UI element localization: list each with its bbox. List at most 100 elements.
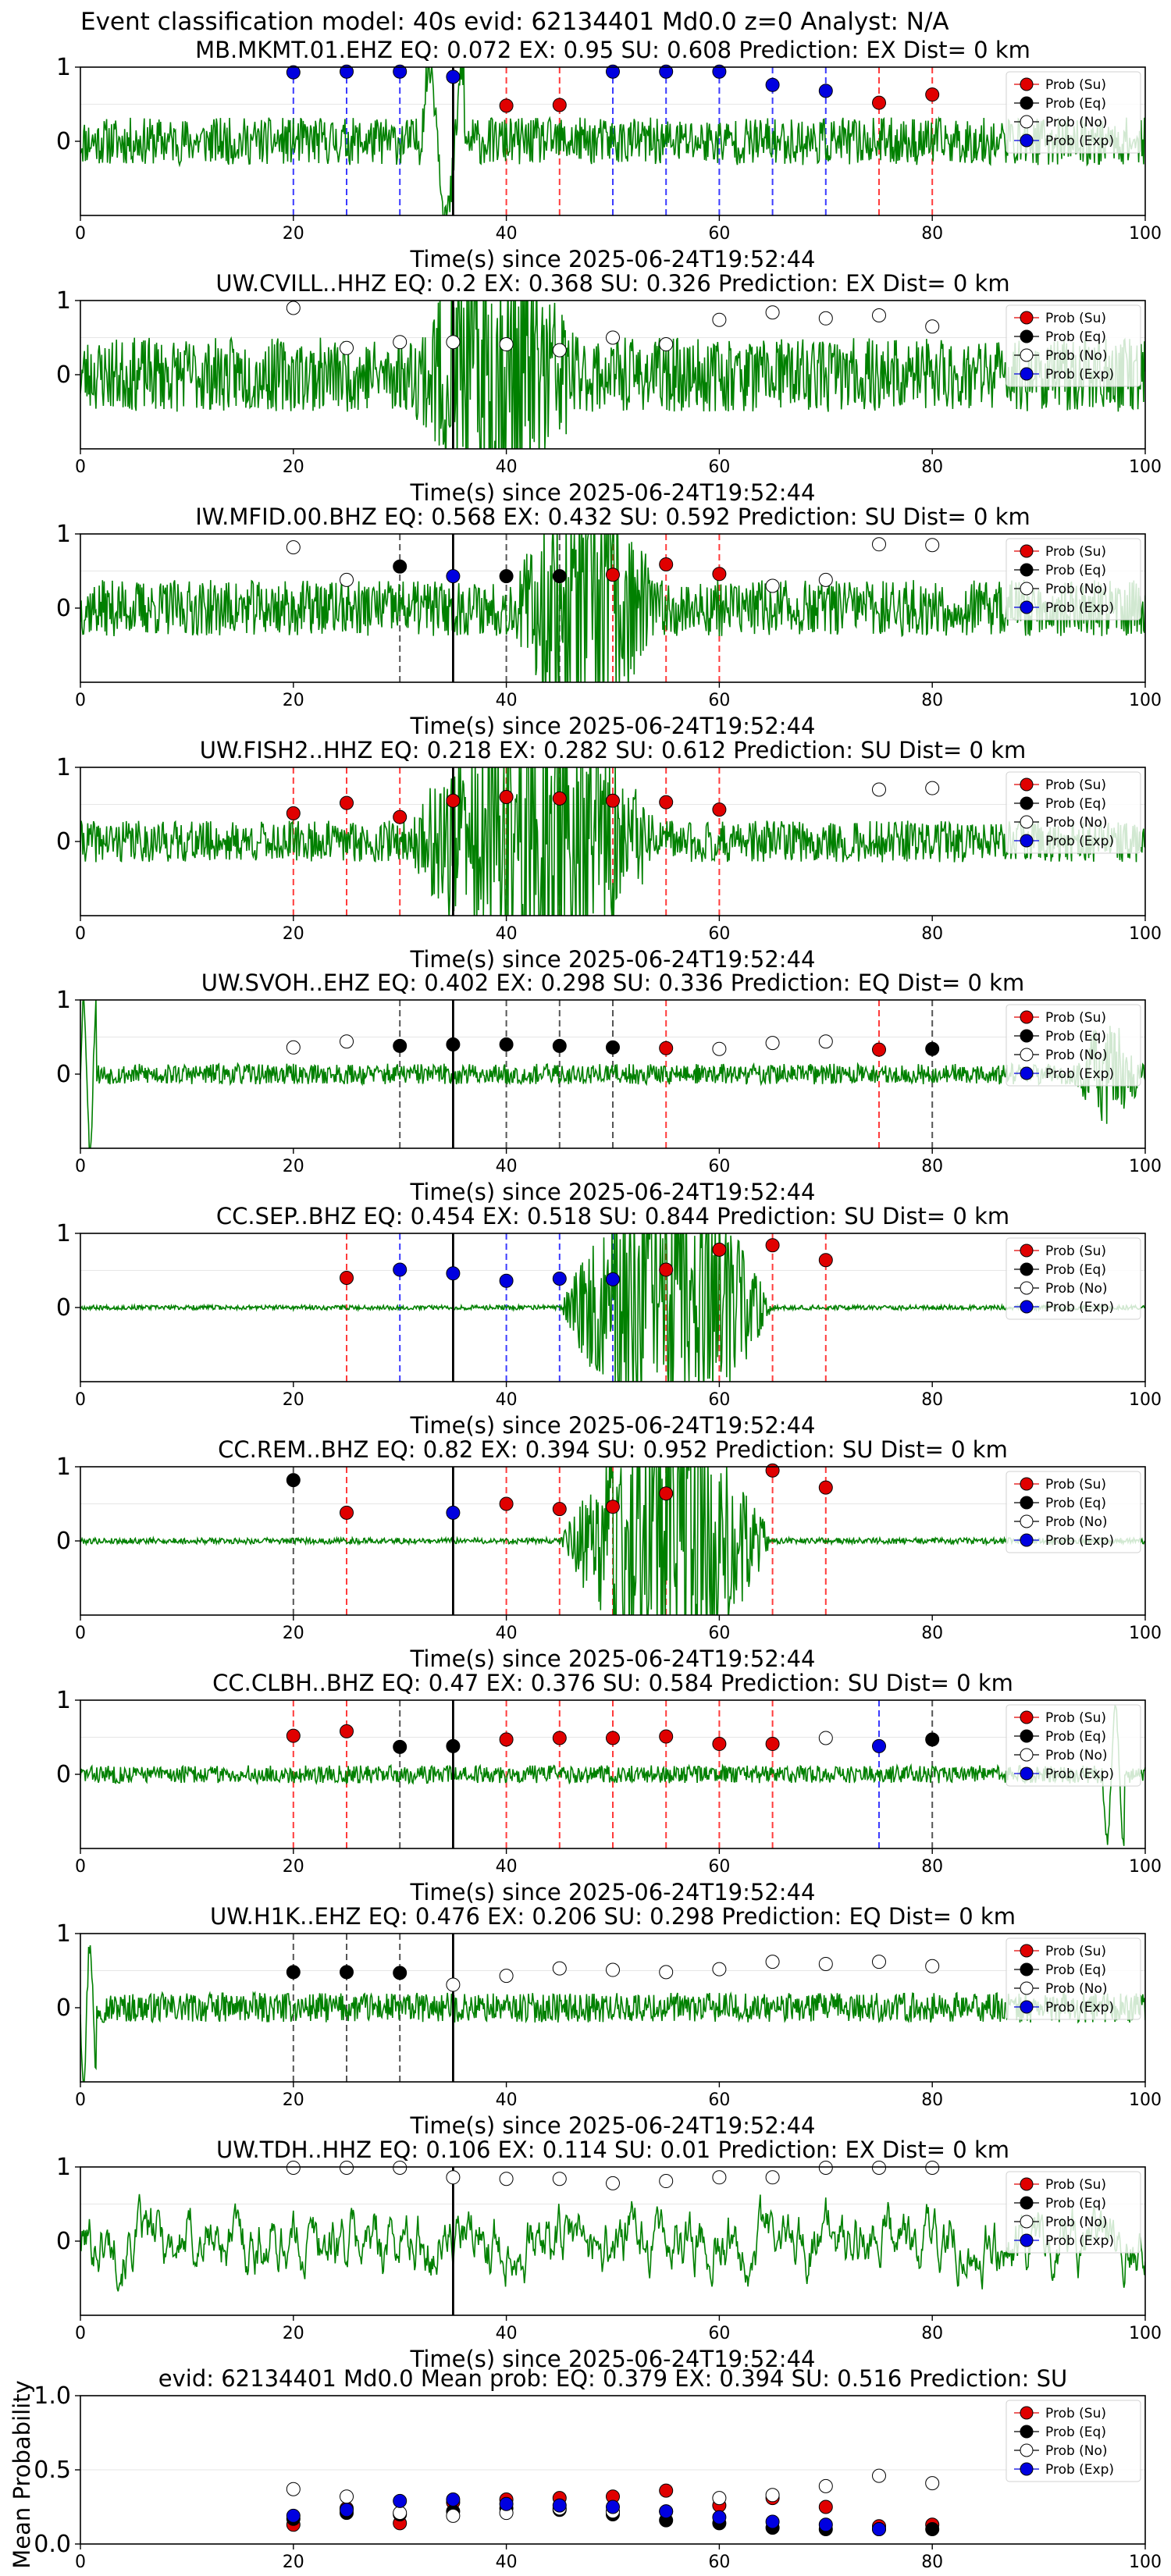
legend-label-exp: Prob (Exp)	[1045, 2462, 1114, 2478]
panel-10: evid: 62134401 Md0.0 Mean prob: EQ: 0.37…	[9, 2365, 1162, 2572]
legend-marker-no	[1020, 1981, 1034, 1995]
prob-marker-su	[659, 795, 674, 809]
x-tick-label: 0	[75, 2553, 86, 2572]
prob-marker-su	[765, 1238, 780, 1253]
panel-title: MB.MKMT.01.EHZ EQ: 0.072 EX: 0.95 SU: 0.…	[195, 37, 1030, 63]
panel-7: CC.CLBH..BHZ EQ: 0.47 EX: 0.376 SU: 0.58…	[56, 1670, 1162, 1905]
legend-marker-exp	[1020, 834, 1034, 848]
prob-marker-no	[818, 572, 833, 587]
prob-marker-eq	[499, 569, 514, 584]
legend-label-no: Prob (No)	[1045, 348, 1108, 364]
x-tick-label: 100	[1129, 1624, 1162, 1643]
legend-marker-exp	[1020, 1066, 1034, 1080]
y-axis-label: Mean Probability	[9, 2380, 35, 2569]
legend-label-su: Prob (Su)	[1045, 1477, 1106, 1493]
y-tick-label: 0	[56, 1761, 71, 1788]
legend-marker-no	[1020, 1281, 1034, 1295]
x-tick-label: 100	[1129, 924, 1162, 944]
x-tick-label: 20	[283, 2324, 304, 2343]
panel-title: UW.FISH2..HHZ EQ: 0.218 EX: 0.282 SU: 0.…	[200, 737, 1027, 763]
x-tick-label: 40	[496, 457, 518, 477]
mean-marker-no	[340, 2489, 354, 2504]
x-tick-label: 20	[283, 924, 304, 944]
x-tick-label: 60	[708, 1157, 730, 1176]
prob-marker-exp	[712, 64, 727, 79]
legend-marker-exp	[1020, 1300, 1034, 1314]
y-tick-label: 1	[56, 1220, 71, 1247]
prob-marker-no	[872, 308, 886, 322]
legend-label-exp: Prob (Exp)	[1045, 367, 1114, 382]
prob-marker-no	[286, 540, 301, 555]
prob-marker-exp	[765, 77, 780, 92]
waveform	[80, 1704, 1145, 1846]
x-tick-label: 20	[283, 1624, 304, 1643]
legend-marker-exp	[1020, 1533, 1034, 1547]
prob-marker-exp	[446, 1505, 461, 1520]
panel-1: UW.CVILL..HHZ EQ: 0.2 EX: 0.368 SU: 0.32…	[56, 270, 1162, 506]
y-tick-label: 0	[56, 1294, 71, 1322]
prob-marker-su	[925, 87, 940, 102]
waveform	[80, 1233, 1145, 1382]
panel-title: IW.MFID.00.BHZ EQ: 0.568 EX: 0.432 SU: 0…	[195, 503, 1030, 530]
prob-marker-no	[499, 1969, 514, 1984]
prob-marker-eq	[286, 1965, 301, 1980]
prob-marker-exp	[446, 569, 461, 584]
prob-marker-exp	[606, 64, 620, 79]
panel-6: CC.REM..BHZ EQ: 0.82 EX: 0.394 SU: 0.952…	[56, 1436, 1162, 1672]
prob-marker-exp	[872, 1738, 886, 1753]
x-tick-label: 60	[708, 1390, 730, 1410]
prob-marker-no	[925, 781, 940, 795]
legend-box	[1005, 2171, 1141, 2254]
y-tick-label: 1	[56, 1453, 71, 1481]
x-tick-label: 60	[708, 1857, 730, 1877]
y-tick-label: 0	[56, 2228, 71, 2255]
panel-title: CC.REM..BHZ EQ: 0.82 EX: 0.394 SU: 0.952…	[218, 1436, 1008, 1463]
legend-label-su: Prob (Su)	[1045, 544, 1106, 560]
y-tick-label: 1	[56, 1687, 71, 1714]
x-tick-label: 60	[708, 1624, 730, 1643]
prob-marker-no	[765, 1036, 780, 1051]
prob-marker-exp	[552, 1271, 567, 1286]
legend-marker-exp	[1020, 2233, 1034, 2247]
prob-marker-su	[340, 1505, 354, 1520]
legend-label-exp: Prob (Exp)	[1045, 2000, 1114, 2016]
prob-marker-su	[606, 793, 620, 808]
x-tick-label: 100	[1129, 2324, 1162, 2343]
prob-marker-su	[659, 1729, 674, 1744]
legend-label-exp: Prob (Exp)	[1045, 834, 1114, 849]
mean-marker-exp	[712, 2510, 727, 2524]
prob-marker-no	[499, 2172, 514, 2186]
y-tick-label: 1	[56, 2154, 71, 2181]
x-tick-label: 0	[75, 691, 86, 710]
prob-marker-no	[872, 782, 886, 797]
prob-marker-su	[340, 795, 354, 810]
prob-marker-no	[393, 335, 408, 350]
mean-marker-no	[818, 2478, 833, 2493]
prob-marker-su	[552, 1502, 567, 1517]
prob-marker-no	[712, 2170, 727, 2185]
x-tick-label: 40	[496, 224, 518, 244]
x-tick-label: 80	[921, 457, 943, 477]
x-tick-label: 40	[496, 2324, 518, 2343]
x-tick-label: 100	[1129, 2090, 1162, 2110]
legend-marker-no	[1020, 815, 1034, 829]
legend-box	[1005, 2400, 1141, 2482]
prob-marker-su	[765, 1737, 780, 1752]
mean-marker-exp	[765, 2514, 780, 2529]
prob-marker-no	[765, 305, 780, 320]
prob-marker-su	[499, 98, 514, 113]
prob-marker-exp	[393, 64, 408, 79]
waveform	[80, 767, 1145, 916]
prob-marker-su	[340, 1724, 354, 1738]
legend-label-eq: Prob (Eq)	[1045, 1029, 1106, 1044]
legend-label-eq: Prob (Eq)	[1045, 563, 1106, 578]
legend-label-exp: Prob (Exp)	[1045, 133, 1114, 149]
mean-marker-no	[286, 2482, 301, 2496]
mean-marker-no	[446, 2508, 461, 2523]
legend-label-no: Prob (No)	[1045, 1281, 1108, 1297]
prob-marker-no	[286, 2160, 301, 2175]
waveform	[80, 1945, 1145, 2082]
x-axis-label: Time(s) since 2025-06-24T19:52:44	[410, 479, 816, 506]
prob-marker-exp	[393, 1262, 408, 1277]
legend-label-exp: Prob (Exp)	[1045, 1066, 1114, 1082]
